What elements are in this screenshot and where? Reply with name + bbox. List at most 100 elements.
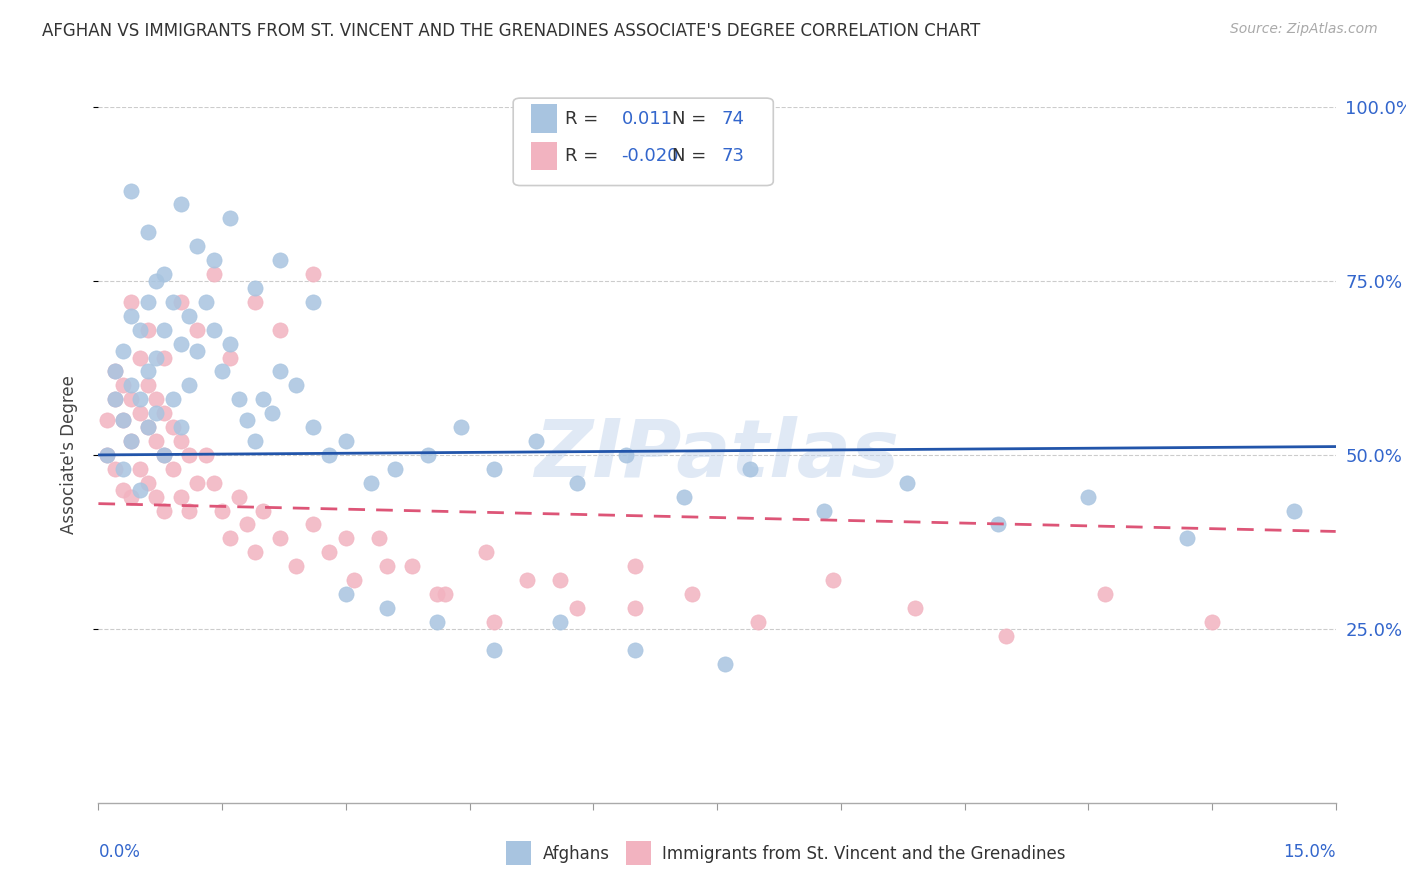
Point — [120, 490, 142, 504]
Point — [112, 413, 135, 427]
Point — [136, 225, 159, 239]
Point — [202, 323, 225, 337]
Point — [384, 462, 406, 476]
Point — [112, 378, 135, 392]
Point — [681, 587, 703, 601]
Point — [170, 420, 193, 434]
Point — [565, 475, 588, 490]
Point — [219, 532, 242, 546]
Point — [153, 323, 176, 337]
Point — [202, 253, 225, 268]
Point — [162, 392, 184, 407]
Point — [269, 532, 291, 546]
Point — [170, 294, 193, 309]
Point — [302, 267, 325, 281]
Point — [335, 587, 357, 601]
Point — [285, 378, 308, 392]
Point — [128, 406, 150, 420]
Point — [153, 351, 176, 365]
Text: Immigrants from St. Vincent and the Grenadines: Immigrants from St. Vincent and the Gren… — [662, 845, 1066, 863]
Point — [104, 392, 127, 407]
Point — [623, 601, 645, 615]
Point — [153, 448, 176, 462]
Point — [202, 475, 225, 490]
Point — [211, 503, 233, 517]
Point — [186, 475, 208, 490]
Point — [162, 420, 184, 434]
Text: 0.011: 0.011 — [621, 110, 672, 128]
Point — [219, 211, 242, 226]
Point — [228, 392, 250, 407]
Point — [153, 448, 176, 462]
Text: Afghans: Afghans — [543, 845, 610, 863]
Point — [145, 434, 167, 448]
Point — [302, 420, 325, 434]
Point — [904, 601, 927, 615]
Text: N =: N = — [672, 110, 711, 128]
Point — [813, 503, 835, 517]
Point — [243, 545, 266, 559]
Text: 0.0%: 0.0% — [98, 843, 141, 861]
Point — [738, 462, 761, 476]
Point — [260, 406, 283, 420]
Point — [179, 309, 201, 323]
Point — [986, 517, 1008, 532]
Point — [179, 448, 201, 462]
Point — [484, 462, 506, 476]
Point — [302, 517, 325, 532]
Point — [896, 475, 918, 490]
Point — [318, 545, 340, 559]
Point — [170, 490, 193, 504]
Point — [269, 253, 291, 268]
Point — [236, 413, 259, 427]
Point — [194, 294, 217, 309]
Point — [120, 434, 142, 448]
Point — [623, 559, 645, 574]
Point — [120, 294, 142, 309]
Point — [550, 573, 572, 587]
Point — [360, 475, 382, 490]
Point — [318, 448, 340, 462]
Point — [475, 545, 498, 559]
Text: AFGHAN VS IMMIGRANTS FROM ST. VINCENT AND THE GRENADINES ASSOCIATE'S DEGREE CORR: AFGHAN VS IMMIGRANTS FROM ST. VINCENT AN… — [42, 22, 980, 40]
Point — [450, 420, 472, 434]
Point — [170, 197, 193, 211]
Point — [401, 559, 423, 574]
Point — [747, 615, 769, 629]
Point — [269, 364, 291, 378]
Point — [96, 448, 118, 462]
Point — [128, 462, 150, 476]
Text: -0.020: -0.020 — [621, 147, 679, 165]
Point — [153, 406, 176, 420]
Point — [170, 336, 193, 351]
Point — [179, 378, 201, 392]
Point — [1201, 615, 1223, 629]
Point — [614, 448, 637, 462]
Point — [179, 503, 201, 517]
Point — [145, 274, 167, 288]
Point — [673, 490, 696, 504]
Point — [120, 378, 142, 392]
Point — [550, 615, 572, 629]
Point — [994, 629, 1017, 643]
Point — [186, 323, 208, 337]
Text: 15.0%: 15.0% — [1284, 843, 1336, 861]
Point — [1175, 532, 1198, 546]
Point — [128, 483, 150, 497]
Point — [136, 364, 159, 378]
Point — [219, 336, 242, 351]
Point — [153, 503, 176, 517]
Point — [104, 392, 127, 407]
Text: R =: R = — [565, 147, 605, 165]
Point — [120, 309, 142, 323]
Point — [104, 364, 127, 378]
Point — [136, 294, 159, 309]
Text: ZIPatlas: ZIPatlas — [534, 416, 900, 494]
Point — [145, 351, 167, 365]
Point — [136, 378, 159, 392]
Point — [128, 323, 150, 337]
Point — [484, 615, 506, 629]
Point — [252, 503, 274, 517]
Point — [120, 184, 142, 198]
Point — [335, 532, 357, 546]
